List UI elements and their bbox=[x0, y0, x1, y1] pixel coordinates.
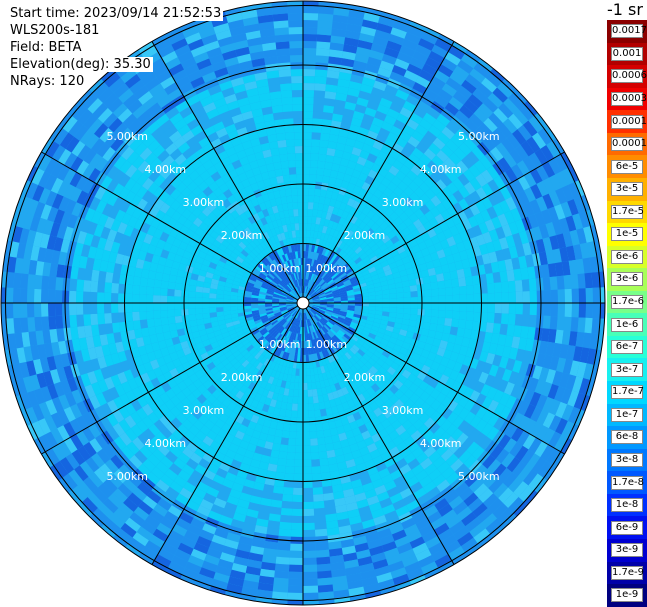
colorbar-tick-label: 1.7e-6 bbox=[611, 295, 645, 310]
backscatter-field bbox=[0, 0, 606, 606]
azimuth-spoke bbox=[41, 302, 304, 455]
colorbar-tick-label: 1e-5 bbox=[611, 227, 643, 242]
colorbar-tick-label: 3e-7 bbox=[611, 362, 643, 377]
range-ring-label: 3.00km bbox=[183, 196, 225, 209]
colorbar-swatch: 3e-6 bbox=[607, 268, 647, 291]
range-ring-label: 4.00km bbox=[145, 163, 187, 176]
colorbar-tick-label: 1e-6 bbox=[611, 317, 643, 332]
colorbar-swatch: 6e-5 bbox=[607, 155, 647, 178]
colorbar-swatch: 1.7e-9 bbox=[607, 561, 647, 585]
colorbar-tick-label: 1.7e-8 bbox=[611, 475, 645, 490]
azimuth-spoke bbox=[302, 302, 565, 455]
range-ring-label: 5.00km bbox=[106, 130, 148, 143]
device-text: WLS200s-181 bbox=[8, 23, 102, 38]
colorbar-swatch: 1e-7 bbox=[607, 403, 647, 427]
colorbar-swatch: 1e-9 bbox=[607, 584, 647, 607]
azimuth-spoke bbox=[151, 302, 304, 565]
colorbar-swatch: 1e-8 bbox=[607, 493, 647, 517]
colorbar-tick-label: 6e-9 bbox=[611, 520, 643, 535]
colorbar-swatch: 1.7e-5 bbox=[607, 200, 647, 224]
scan-info-panel: Start time: 2023/09/14 21:52:53 WLS200s-… bbox=[8, 6, 224, 91]
range-ring-label: 5.00km bbox=[458, 470, 500, 483]
range-ring-label: 3.00km bbox=[382, 404, 424, 417]
radar-center-dot bbox=[296, 296, 310, 310]
range-ring-label: 4.00km bbox=[145, 437, 187, 450]
colorbar-tick-label: 3e-9 bbox=[611, 543, 643, 558]
colorbar-tick-label: 0.0017 bbox=[611, 24, 647, 39]
colorbar-tick-label: 0.00017 bbox=[611, 114, 647, 129]
colorbar-swatch: 6e-6 bbox=[607, 245, 647, 269]
colorbar-tick-label: 6e-6 bbox=[611, 249, 643, 264]
colorbar-tick-label: 1e-8 bbox=[611, 498, 643, 513]
colorbar-tick-label: 1e-9 bbox=[611, 588, 643, 603]
colorbar-swatch: 6e-8 bbox=[607, 426, 647, 449]
colorbar-swatch: 3e-7 bbox=[607, 358, 647, 381]
colorbar-swatch: 6e-7 bbox=[607, 335, 647, 359]
colorbar-swatch: 1.7e-8 bbox=[607, 471, 647, 494]
range-ring-label: 5.00km bbox=[458, 130, 500, 143]
colorbar-tick-label: 3e-8 bbox=[611, 452, 643, 467]
colorbar-swatch: 0.001 bbox=[607, 42, 647, 66]
colorbar-swatch: 3e-8 bbox=[607, 448, 647, 472]
colorbar-tick-label: 0.0003 bbox=[611, 91, 647, 106]
elevation-text: Elevation(deg): 35.30 bbox=[8, 57, 153, 72]
colorbar-tick-label: 0.001 bbox=[611, 46, 643, 61]
range-ring-label: 2.00km bbox=[344, 371, 386, 384]
range-ring-label: 2.00km bbox=[221, 371, 263, 384]
start-time-text: Start time: 2023/09/14 21:52:53 bbox=[8, 6, 224, 21]
colorbar-swatch: 0.0003 bbox=[607, 87, 647, 111]
ppi-scan-plot: 1.00km 1.00km 1.00km 1.00km 2.00km 2.00km 2.00… bbox=[0, 0, 606, 606]
colorbar-swatch: 1.7e-6 bbox=[607, 290, 647, 314]
range-ring-label: 3.00km bbox=[183, 404, 225, 417]
range-ring-label: 4.00km bbox=[420, 437, 462, 450]
colorbar-swatch: 0.0001 bbox=[607, 132, 647, 156]
range-ring-label: 5.00km bbox=[106, 470, 148, 483]
colorbar-tick-label: 1.7e-5 bbox=[611, 204, 645, 219]
azimuth-spoke bbox=[302, 302, 455, 565]
range-ring-label: 2.00km bbox=[221, 229, 263, 242]
range-ring-labels: 1.00km 1.00km 1.00km 1.00km 2.00km 2.00km 2.00… bbox=[106, 130, 499, 483]
colorbar-tick-label: 3e-6 bbox=[611, 272, 643, 287]
range-ring-label: 2.00km bbox=[344, 229, 386, 242]
nrays-text: NRays: 120 bbox=[8, 74, 87, 89]
colorbar-swatch: 1e-5 bbox=[607, 223, 647, 246]
azimuth-spoke bbox=[151, 41, 304, 304]
colorbar-tick-label: 1.7e-9 bbox=[611, 565, 645, 580]
range-ring-label: 1.00km bbox=[259, 262, 301, 275]
colorbar-swatch: 3e-9 bbox=[607, 538, 647, 562]
colorbar-tick-label: 3e-5 bbox=[611, 182, 643, 197]
colorbar-swatch: 6e-9 bbox=[607, 516, 647, 539]
colorbar-tick-label: 1.7e-7 bbox=[611, 385, 645, 400]
colorbar: 0.0017 0.001 0.0006 0.0003 0.00017 0.0001 6e-5… bbox=[607, 20, 647, 607]
colorbar-swatch: 0.00017 bbox=[607, 110, 647, 133]
range-ring-label: 3.00km bbox=[382, 196, 424, 209]
field-text: Field: BETA bbox=[8, 40, 84, 55]
colorbar-tick-label: 6e-7 bbox=[611, 340, 643, 355]
colorbar-tick-label: 0.0006 bbox=[611, 69, 647, 84]
colorbar-unit-label: -1 sr bbox=[607, 0, 643, 19]
range-ring-label: 1.00km bbox=[259, 338, 301, 351]
colorbar-swatch: 1e-6 bbox=[607, 313, 647, 336]
colorbar-swatch: 1.7e-7 bbox=[607, 381, 647, 404]
colorbar-swatch: 0.0017 bbox=[607, 20, 647, 43]
colorbar-swatch: 0.0006 bbox=[607, 65, 647, 88]
colorbar-swatch: 3e-5 bbox=[607, 177, 647, 201]
colorbar-tick-label: 6e-8 bbox=[611, 430, 643, 445]
range-ring-label: 4.00km bbox=[420, 163, 462, 176]
azimuth-spoke bbox=[302, 151, 565, 304]
colorbar-tick-label: 0.0001 bbox=[611, 137, 647, 152]
azimuth-spokes bbox=[1, 1, 605, 605]
colorbar-tick-label: 6e-5 bbox=[611, 159, 643, 174]
azimuth-spoke bbox=[302, 41, 455, 304]
range-ring-label: 1.00km bbox=[306, 338, 348, 351]
range-ring-label: 1.00km bbox=[306, 262, 348, 275]
radar-center-marker bbox=[296, 296, 310, 310]
azimuth-spoke bbox=[41, 151, 304, 304]
colorbar-tick-label: 1e-7 bbox=[611, 407, 643, 422]
